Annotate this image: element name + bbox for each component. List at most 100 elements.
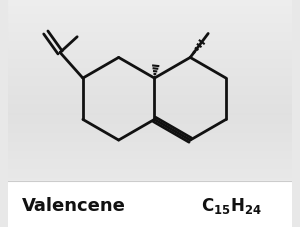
Bar bbox=[8, 41, 292, 42]
Bar bbox=[8, 177, 292, 178]
Bar bbox=[8, 53, 292, 54]
Bar bbox=[8, 47, 292, 48]
Bar bbox=[8, 66, 292, 67]
Bar bbox=[8, 192, 292, 193]
Bar bbox=[8, 77, 292, 78]
Bar bbox=[8, 72, 292, 73]
Bar bbox=[8, 100, 292, 101]
Bar bbox=[8, 179, 292, 180]
Bar bbox=[8, 203, 292, 204]
Bar bbox=[8, 187, 292, 188]
Bar bbox=[8, 84, 292, 85]
Bar bbox=[8, 16, 292, 17]
Bar bbox=[8, 18, 292, 19]
Bar bbox=[8, 220, 292, 221]
Bar bbox=[8, 15, 292, 16]
Bar bbox=[8, 193, 292, 194]
Bar bbox=[8, 106, 292, 107]
Bar bbox=[8, 144, 292, 145]
Bar bbox=[8, 50, 292, 51]
Bar bbox=[8, 218, 292, 219]
Bar bbox=[8, 43, 292, 44]
Bar bbox=[8, 176, 292, 177]
Bar bbox=[8, 204, 292, 205]
Bar bbox=[8, 42, 292, 43]
Bar bbox=[8, 151, 292, 152]
Bar bbox=[8, 74, 292, 75]
Bar bbox=[8, 132, 292, 133]
Bar bbox=[8, 167, 292, 168]
Bar bbox=[8, 215, 292, 216]
Bar bbox=[8, 51, 292, 52]
Bar bbox=[8, 180, 292, 182]
Bar bbox=[8, 103, 292, 104]
Bar bbox=[8, 134, 292, 135]
Bar bbox=[8, 170, 292, 171]
Bar bbox=[8, 40, 292, 41]
Bar bbox=[8, 116, 292, 117]
Bar bbox=[8, 23, 292, 24]
Bar bbox=[8, 48, 292, 49]
Bar bbox=[8, 112, 292, 114]
Bar bbox=[8, 161, 292, 162]
Bar bbox=[8, 108, 292, 109]
Bar bbox=[8, 143, 292, 144]
Bar bbox=[8, 216, 292, 217]
Bar bbox=[8, 111, 292, 112]
Bar bbox=[8, 98, 292, 99]
Bar bbox=[8, 0, 292, 1]
Bar bbox=[8, 165, 292, 166]
Bar bbox=[8, 110, 292, 111]
Bar bbox=[8, 182, 292, 227]
Bar bbox=[8, 20, 292, 22]
Bar bbox=[8, 102, 292, 103]
Bar bbox=[8, 159, 292, 160]
Bar bbox=[8, 26, 292, 27]
Bar bbox=[8, 128, 292, 129]
Bar bbox=[8, 158, 292, 159]
Bar bbox=[8, 101, 292, 102]
Bar bbox=[8, 86, 292, 87]
Bar bbox=[8, 39, 292, 40]
Bar bbox=[8, 14, 292, 15]
Bar bbox=[8, 117, 292, 118]
Bar bbox=[8, 191, 292, 192]
Bar bbox=[8, 83, 292, 84]
Bar bbox=[8, 169, 292, 170]
Bar bbox=[8, 212, 292, 213]
Bar bbox=[8, 163, 292, 165]
Bar bbox=[8, 140, 292, 141]
Bar bbox=[8, 49, 292, 50]
Bar bbox=[8, 120, 292, 121]
Bar bbox=[8, 57, 292, 58]
Bar bbox=[8, 211, 292, 212]
Bar bbox=[8, 12, 292, 14]
Bar bbox=[8, 6, 292, 7]
Bar bbox=[8, 166, 292, 167]
Bar bbox=[8, 35, 292, 36]
Bar bbox=[8, 178, 292, 179]
Bar bbox=[8, 154, 292, 155]
Bar bbox=[8, 34, 292, 35]
Bar bbox=[8, 197, 292, 199]
Bar bbox=[8, 22, 292, 23]
Bar bbox=[8, 127, 292, 128]
Bar bbox=[8, 202, 292, 203]
Bar bbox=[8, 87, 292, 89]
Bar bbox=[8, 126, 292, 127]
Bar bbox=[8, 168, 292, 169]
Bar bbox=[8, 182, 292, 183]
Bar bbox=[8, 70, 292, 72]
Bar bbox=[8, 207, 292, 208]
Bar bbox=[8, 58, 292, 59]
Bar bbox=[8, 123, 292, 124]
Bar bbox=[8, 133, 292, 134]
Bar bbox=[8, 157, 292, 158]
Bar bbox=[8, 124, 292, 125]
Bar bbox=[8, 200, 292, 201]
Bar bbox=[8, 142, 292, 143]
Bar bbox=[8, 152, 292, 153]
Bar bbox=[8, 25, 292, 26]
Bar bbox=[8, 115, 292, 116]
Bar bbox=[8, 31, 292, 32]
